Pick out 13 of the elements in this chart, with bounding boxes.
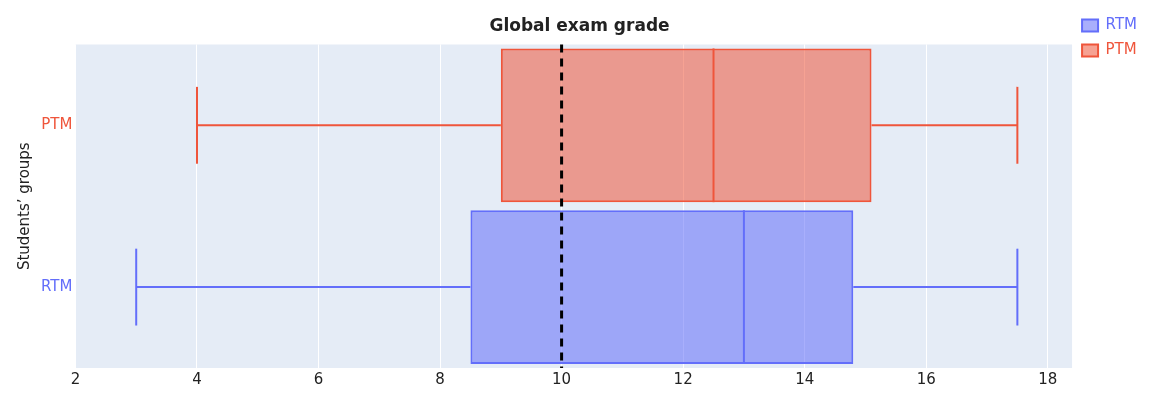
x-tick-label: 4 — [192, 369, 202, 388]
x-tick-label: 18 — [1038, 369, 1058, 388]
legend-label: RTM — [1105, 15, 1137, 34]
x-tick-label: 12 — [673, 369, 693, 388]
x-tick-label: 8 — [435, 369, 445, 388]
y-axis-title: Students’ groups — [14, 142, 33, 271]
x-tick-label: 10 — [552, 369, 572, 388]
x-tick-label: 16 — [916, 369, 936, 388]
x-tick-label: 2 — [70, 369, 81, 388]
legend-label: PTM — [1105, 40, 1137, 59]
x-tick-label: 6 — [313, 369, 324, 388]
x-tick-label: 14 — [795, 369, 815, 388]
chart-title: Global exam grade — [489, 14, 670, 35]
